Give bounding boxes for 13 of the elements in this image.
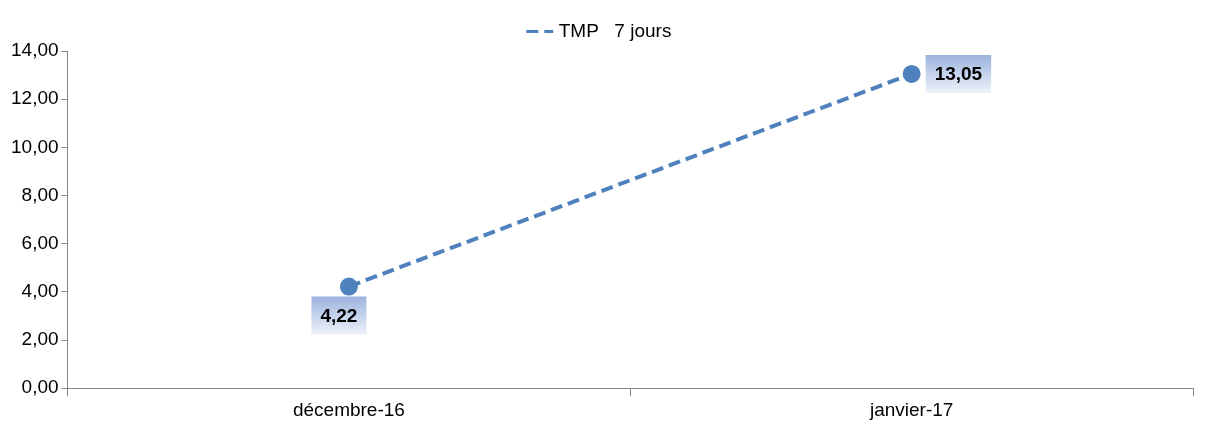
y-tick-label: 0,00 [21, 376, 59, 398]
y-tick-label: 8,00 [21, 183, 59, 205]
legend-label: TMP 7 jours [558, 19, 672, 41]
x-tick-label: décembre-16 [292, 398, 405, 420]
y-tick-label: 12,00 [11, 87, 59, 109]
y-tick-label: 4,00 [21, 280, 59, 302]
data-label: 13,05 [934, 63, 983, 85]
y-tick-label: 14,00 [11, 39, 59, 61]
y-tick-label: 6,00 [21, 231, 59, 253]
y-tick-label: 10,00 [11, 135, 59, 157]
y-tick-label: 2,00 [21, 328, 59, 350]
x-tick-label: janvier-17 [868, 398, 954, 420]
data-label: 4,22 [320, 304, 358, 326]
